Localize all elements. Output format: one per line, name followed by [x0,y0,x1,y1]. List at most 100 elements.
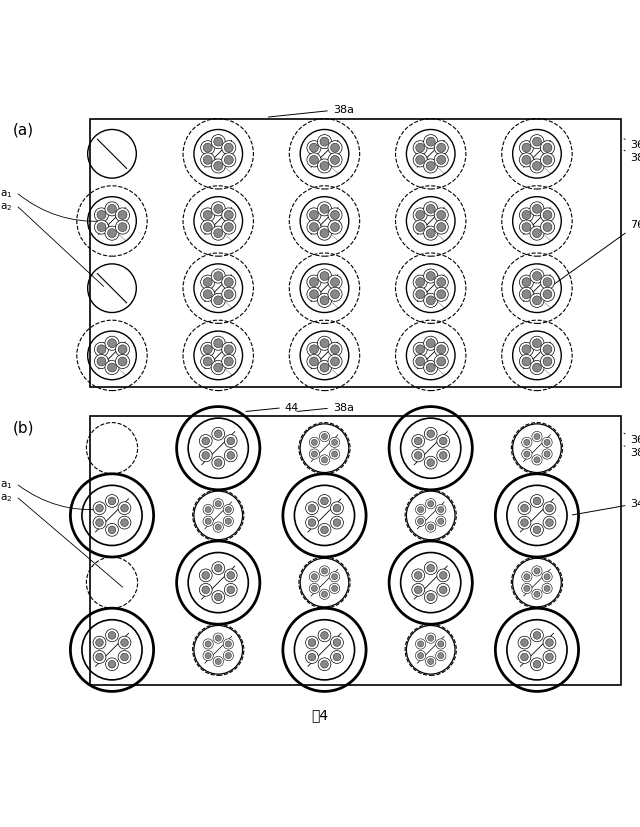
Circle shape [434,208,448,222]
Circle shape [436,346,445,355]
Circle shape [518,517,531,529]
Circle shape [532,566,542,576]
Circle shape [223,517,234,527]
Circle shape [205,507,211,513]
Circle shape [212,428,225,441]
Circle shape [227,571,235,580]
Circle shape [426,162,435,171]
Circle shape [540,221,554,235]
Circle shape [307,141,321,155]
Circle shape [436,357,445,366]
Circle shape [321,498,328,505]
Circle shape [330,572,340,582]
Circle shape [221,288,236,302]
Circle shape [199,435,212,448]
Circle shape [221,221,236,235]
Circle shape [426,523,436,533]
Circle shape [202,452,209,460]
Circle shape [531,629,543,642]
Text: (b): (b) [13,420,35,435]
Circle shape [308,653,316,661]
Circle shape [95,343,109,357]
Circle shape [437,584,450,596]
Circle shape [330,346,339,355]
Circle shape [95,355,109,369]
Circle shape [307,288,321,302]
Circle shape [424,361,438,375]
Circle shape [118,346,127,355]
Circle shape [530,337,544,351]
Circle shape [311,574,317,580]
Circle shape [530,227,544,241]
Circle shape [415,517,426,527]
Circle shape [108,339,116,348]
Circle shape [412,435,424,448]
Circle shape [520,355,534,369]
Circle shape [522,279,531,287]
Circle shape [307,208,321,222]
Circle shape [440,452,447,460]
Circle shape [317,270,332,284]
Circle shape [331,517,344,529]
Circle shape [121,519,129,527]
Circle shape [204,156,212,165]
Circle shape [332,586,338,592]
Circle shape [532,364,541,373]
Circle shape [121,639,129,647]
Circle shape [224,223,233,232]
Circle shape [532,162,541,171]
Circle shape [543,357,552,366]
Circle shape [204,346,212,355]
Circle shape [115,355,129,369]
Circle shape [436,639,446,649]
Circle shape [427,594,435,601]
Circle shape [319,455,330,466]
Circle shape [330,223,339,232]
Circle shape [424,270,438,284]
Circle shape [412,584,424,596]
Circle shape [320,272,329,281]
Circle shape [542,437,552,448]
Circle shape [542,584,552,594]
Circle shape [424,337,438,351]
Circle shape [522,357,531,366]
Text: 38b: 38b [624,447,640,457]
Circle shape [436,144,445,153]
Circle shape [307,355,321,369]
Circle shape [331,651,344,663]
Circle shape [543,517,556,529]
Circle shape [533,526,541,534]
Circle shape [106,629,118,642]
Circle shape [214,229,223,238]
Circle shape [203,651,213,661]
Circle shape [531,495,543,508]
Circle shape [543,651,556,663]
Circle shape [318,495,331,508]
Circle shape [108,632,116,639]
Circle shape [199,569,212,582]
Circle shape [437,435,450,448]
Circle shape [105,227,119,241]
Circle shape [534,434,540,440]
Circle shape [317,294,332,308]
FancyBboxPatch shape [90,119,621,388]
Circle shape [225,507,232,513]
Circle shape [204,144,212,153]
Circle shape [333,639,341,647]
Circle shape [534,457,540,463]
Circle shape [332,452,338,457]
Circle shape [224,346,233,355]
Circle shape [438,641,444,648]
Circle shape [330,449,340,460]
Circle shape [307,154,321,168]
Circle shape [224,357,233,366]
Circle shape [320,205,329,214]
Circle shape [106,658,118,671]
Circle shape [520,221,534,235]
Circle shape [543,223,552,232]
Circle shape [202,586,209,594]
Circle shape [317,160,332,174]
Circle shape [412,450,424,462]
Circle shape [213,499,223,509]
Circle shape [522,572,532,582]
